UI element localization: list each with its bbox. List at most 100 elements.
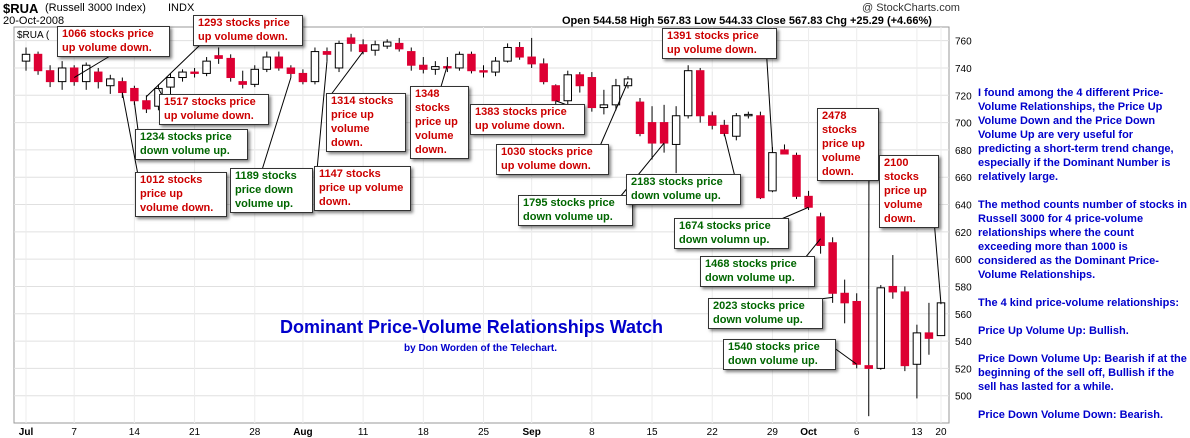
candle-body (370, 44, 380, 51)
annotation-leader-line (778, 206, 809, 221)
note-paragraph: Price Down Volume Down: Bearish. (978, 409, 1163, 421)
annotation-box: 1066 stocks price up volume down. (57, 26, 170, 57)
annotation-box: 1348 stocks price up volume down. (410, 86, 469, 159)
x-tick-label: 15 (646, 427, 658, 438)
candle-body (876, 287, 886, 369)
candle-body (346, 37, 356, 44)
note-paragraph: Price Down Volume Up: Bearish if at the … (978, 353, 1187, 393)
annotation-box: 1391 stocks price up volume down. (662, 28, 777, 59)
candle-body (912, 332, 922, 365)
candle-body (804, 195, 813, 208)
candle (166, 73, 175, 97)
y-tick-label: 500 (955, 392, 972, 403)
candle-body (382, 41, 392, 47)
annotation-box: 2023 stocks price down volume up. (708, 298, 823, 329)
candle-body (732, 115, 741, 137)
candle (274, 51, 284, 71)
candle (250, 65, 259, 88)
candle-body (142, 100, 151, 110)
candle-body (635, 101, 645, 135)
chart-subtitle: by Don Worden of the Telechart. (404, 343, 557, 354)
candle (852, 293, 861, 369)
candle (732, 113, 741, 141)
candle (900, 286, 910, 372)
candle-body (527, 56, 536, 65)
candle-body (419, 64, 428, 70)
candle-body (479, 70, 488, 73)
annotation-box: 2100 stocks price up volume down. (879, 155, 939, 228)
candle-body (310, 51, 320, 83)
candle (575, 72, 585, 93)
candle (563, 70, 573, 105)
candle-body (106, 78, 115, 87)
exchange-label: INDX (168, 2, 195, 14)
candle-body (756, 115, 765, 199)
candle-body (202, 60, 211, 74)
candle (587, 72, 597, 112)
candle (346, 33, 356, 52)
annotation-box: 1468 stocks price down volume up. (700, 256, 815, 287)
annotation-box: 1030 stocks price up volume down. (496, 144, 609, 175)
annotation-box: 1012 stocks price up volume down. (135, 172, 227, 217)
candle (635, 98, 645, 137)
candle-body (888, 285, 898, 293)
candle-body (503, 46, 512, 62)
candle (394, 37, 404, 52)
candle-body (840, 292, 849, 304)
candle (503, 43, 512, 63)
x-tick-label: Jul (19, 427, 34, 438)
annotation-box: 1314 stocks price up volume down. (326, 93, 406, 152)
note-paragraph: The 4 kind price-volume relationships: (978, 297, 1180, 309)
candle-body (238, 81, 247, 85)
annotation-leader-line (765, 44, 773, 150)
candle-body (322, 51, 332, 55)
candle-body (744, 113, 753, 117)
candle-body (455, 53, 464, 69)
candle-body (551, 85, 560, 102)
x-tick-label: 13 (911, 427, 923, 438)
y-axis-ticks: 500 520 540 560 580 600 620 640 660 680 700 720 740 7… (955, 37, 972, 403)
candle-body (828, 242, 837, 294)
y-tick-label: 520 (955, 364, 972, 375)
y-tick-label: 540 (955, 337, 972, 348)
candle-body (671, 115, 681, 145)
candle (840, 279, 849, 324)
annotation-leader-line (121, 92, 139, 176)
candle-body (334, 42, 344, 69)
candle (94, 67, 103, 89)
candle (671, 106, 681, 174)
x-axis-ticks: Jul 7 14 21 28 Aug 11 18 25 Sep 8 15 22 29 Oct 6 13 20 (19, 427, 947, 438)
notes-panel: I found among the 4 different Price-Volu… (978, 86, 1188, 436)
candle (322, 47, 332, 62)
candle (780, 144, 789, 155)
candle (455, 51, 464, 71)
candle-body (81, 64, 91, 83)
annotation-leader-line (723, 133, 736, 178)
chart-title: Dominant Price-Volume Relationships Watc… (280, 317, 664, 337)
y-tick-label: 600 (955, 255, 972, 266)
candle (45, 65, 55, 88)
annotation-box: 1234 stocks price down volume up. (135, 129, 248, 160)
annotation-box: 2183 stocks price down volume up. (626, 174, 741, 205)
candle-body (768, 152, 777, 192)
candle-body (33, 53, 43, 72)
candle (816, 212, 825, 254)
candle-body (720, 124, 729, 135)
candle-body (166, 77, 175, 88)
candle-body (515, 46, 524, 58)
y-tick-label: 740 (955, 64, 972, 75)
x-tick-label: 18 (418, 427, 430, 438)
candle (178, 69, 187, 82)
y-tick-label: 680 (955, 146, 972, 157)
candle (33, 51, 43, 75)
symbol-label: $RUA (3, 1, 39, 16)
candle-body (611, 85, 621, 106)
annotation-leader-line (146, 44, 201, 98)
candle (876, 285, 886, 370)
candle-body (298, 72, 308, 83)
candle (21, 47, 31, 71)
annotation-leader-line (804, 238, 821, 259)
y-tick-label: 720 (955, 91, 972, 102)
candle-body (936, 302, 946, 337)
candle-body (431, 66, 440, 70)
